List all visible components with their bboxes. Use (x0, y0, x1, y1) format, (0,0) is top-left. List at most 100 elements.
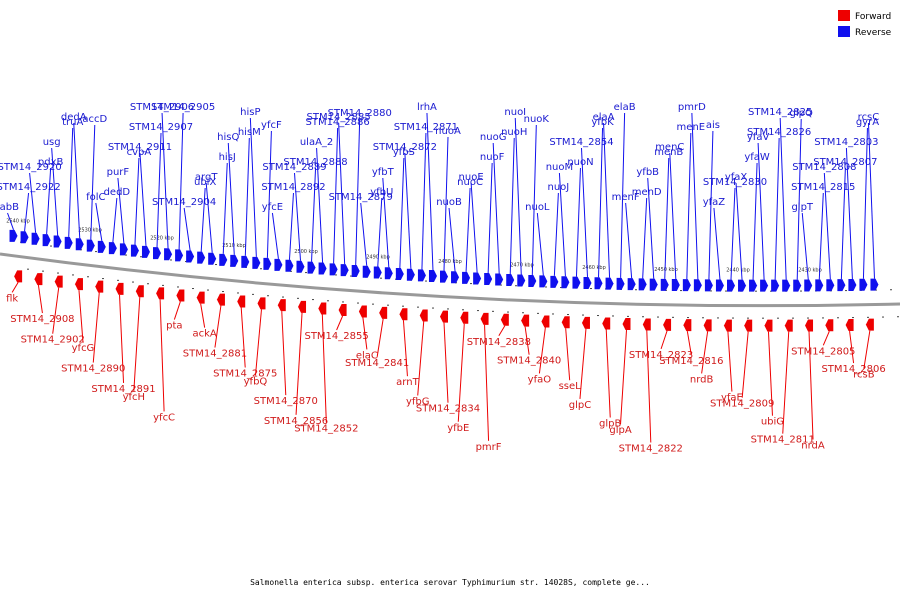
reverse-gene-nuoE[interactable] (473, 272, 482, 285)
reverse-label-STM14_2892[interactable]: STM14_2892 (261, 182, 325, 193)
reverse-label-purF[interactable]: purF (107, 167, 130, 178)
forward-gene-yfcC[interactable] (156, 287, 165, 300)
reverse-gene-yfbU[interactable] (373, 266, 382, 279)
reverse-gene-STM14_2886[interactable] (329, 263, 338, 276)
reverse-gene-purF[interactable] (119, 243, 128, 256)
reverse-label-usg[interactable]: usg (43, 137, 61, 148)
reverse-gene-glpT[interactable] (804, 279, 813, 292)
reverse-gene-yfbT[interactable] (384, 267, 393, 280)
reverse-gene-STM14_2885[interactable] (340, 264, 349, 277)
forward-label-ubiG[interactable]: ubiG (761, 417, 784, 428)
forward-label-ackA[interactable]: ackA (193, 329, 217, 340)
reverse-label-accD[interactable]: accD (82, 114, 107, 125)
forward-gene-STM14_2881[interactable] (216, 293, 225, 306)
reverse-label-nuoN[interactable]: nuoN (567, 157, 593, 168)
reverse-gene-fabB[interactable] (9, 229, 18, 242)
reverse-gene-cvpA[interactable] (130, 244, 139, 257)
forward-gene-STM14_2891[interactable] (115, 282, 124, 295)
reverse-label-STM14_2854[interactable]: STM14_2854 (549, 137, 613, 148)
reverse-gene-STM14_2808[interactable] (826, 279, 835, 292)
reverse-gene-argT[interactable] (208, 252, 217, 265)
forward-label-STM14_2855[interactable]: STM14_2855 (304, 331, 368, 342)
reverse-gene-STM14_2872[interactable] (406, 268, 415, 281)
reverse-gene-menD[interactable] (638, 278, 647, 291)
reverse-label-truA[interactable]: truA (62, 117, 83, 128)
forward-label-yfaE[interactable]: yfaE (721, 393, 743, 404)
forward-label-STM14_2875[interactable]: STM14_2875 (213, 369, 277, 380)
reverse-label-STM14_2885[interactable]: STM14_2885 (307, 112, 371, 123)
forward-label-yfcG[interactable]: yfcG (72, 343, 95, 354)
reverse-gene-menB[interactable] (660, 278, 669, 291)
forward-gene-STM14_2870[interactable] (277, 299, 286, 312)
forward-label-STM14_2902[interactable]: STM14_2902 (21, 335, 85, 346)
forward-gene-yfbQ[interactable] (257, 297, 266, 310)
reverse-gene-elaB[interactable] (616, 277, 625, 290)
forward-gene-STM14_2856[interactable] (298, 300, 307, 313)
reverse-label-STM14_2803[interactable]: STM14_2803 (814, 137, 878, 148)
reverse-gene-ulaA_2[interactable] (318, 262, 327, 275)
reverse-gene-hisP[interactable] (252, 256, 261, 269)
reverse-label-yfcF[interactable]: yfcF (261, 120, 282, 131)
forward-gene-ubiG[interactable] (764, 319, 773, 332)
reverse-label-dedD[interactable]: dedD (104, 187, 131, 198)
forward-gene-rcsB[interactable] (865, 318, 874, 331)
forward-label-STM14_2838[interactable]: STM14_2838 (467, 337, 531, 348)
reverse-gene-pdxB[interactable] (42, 234, 51, 247)
reverse-label-menF[interactable]: menF (612, 192, 640, 203)
forward-label-STM14_2881[interactable]: STM14_2881 (183, 349, 247, 360)
reverse-gene-yfcF[interactable] (263, 257, 272, 270)
reverse-label-STM14_2808[interactable]: STM14_2808 (792, 162, 856, 173)
forward-gene-STM14_2875[interactable] (237, 295, 246, 308)
forward-gene-yfaO[interactable] (541, 315, 550, 328)
forward-gene-sseL[interactable] (561, 316, 570, 329)
forward-gene-glpC[interactable] (581, 316, 590, 329)
forward-label-elaC[interactable]: elaC (356, 350, 378, 361)
reverse-gene-elaA[interactable] (605, 277, 614, 290)
forward-label-STM14_2811[interactable]: STM14_2811 (751, 435, 815, 446)
forward-label-nrdB[interactable]: nrdB (690, 374, 714, 385)
reverse-gene-STM14_2889[interactable] (296, 260, 305, 273)
reverse-label-nuoI[interactable]: nuoI (504, 107, 526, 118)
reverse-label-nuoC[interactable]: nuoC (457, 177, 483, 188)
forward-label-yfbE[interactable]: yfbE (447, 423, 469, 434)
reverse-label-yfbB[interactable]: yfbB (636, 167, 659, 178)
reverse-gene-menC[interactable] (671, 279, 680, 292)
forward-label-glpA[interactable]: glpA (609, 425, 631, 436)
forward-label-yfbG[interactable]: yfbG (406, 396, 430, 407)
forward-label-STM14_2852[interactable]: STM14_2852 (294, 423, 358, 434)
forward-label-yfcH[interactable]: yfcH (123, 392, 145, 403)
reverse-gene-ais[interactable] (704, 279, 713, 292)
reverse-label-STM14_2920[interactable]: STM14_2920 (0, 162, 62, 173)
reverse-gene-dedD[interactable] (108, 242, 117, 255)
reverse-label-STM14_2880[interactable]: STM14_2880 (328, 108, 392, 119)
reverse-label-hisP[interactable]: hisP (240, 107, 260, 118)
reverse-label-STM14_2826[interactable]: STM14_2826 (747, 127, 811, 138)
forward-label-STM14_2891[interactable]: STM14_2891 (91, 384, 155, 395)
reverse-gene-yfbK[interactable] (594, 277, 603, 290)
forward-gene-yfcH[interactable] (135, 285, 144, 298)
reverse-label-yfaV[interactable]: yfaV (747, 132, 770, 143)
forward-label-yfaO[interactable]: yfaO (528, 374, 552, 385)
forward-label-pmrF[interactable]: pmrF (476, 442, 502, 453)
reverse-label-nuoK[interactable]: nuoK (524, 114, 550, 125)
reverse-label-STM14_2807[interactable]: STM14_2807 (813, 157, 877, 168)
reverse-label-dedA[interactable]: dedA (61, 112, 87, 123)
reverse-label-ais[interactable]: ais (706, 120, 720, 131)
reverse-label-STM14_2922[interactable]: STM14_2922 (0, 182, 61, 193)
reverse-gene-nuoL[interactable] (539, 275, 548, 288)
forward-gene-STM14_2811[interactable] (784, 319, 793, 332)
forward-gene-pmrF[interactable] (480, 312, 489, 325)
reverse-gene-STM14_2906[interactable] (164, 248, 173, 261)
reverse-gene-STM14_2904[interactable] (186, 250, 195, 263)
reverse-gene-ubiX[interactable] (197, 251, 206, 264)
forward-label-STM14_2822[interactable]: STM14_2822 (619, 443, 683, 454)
reverse-gene-hisQ[interactable] (230, 254, 239, 267)
forward-gene-ackA[interactable] (196, 291, 205, 304)
reverse-gene-nuoC[interactable] (462, 271, 471, 284)
reverse-gene-yfaV[interactable] (760, 279, 769, 292)
reverse-label-menE[interactable]: menE (677, 122, 706, 133)
forward-gene-STM14_2890[interactable] (95, 280, 104, 293)
forward-gene-STM14_2908[interactable] (34, 273, 43, 286)
reverse-gene-accD[interactable] (86, 239, 95, 252)
reverse-gene-lrhA[interactable] (428, 270, 437, 283)
